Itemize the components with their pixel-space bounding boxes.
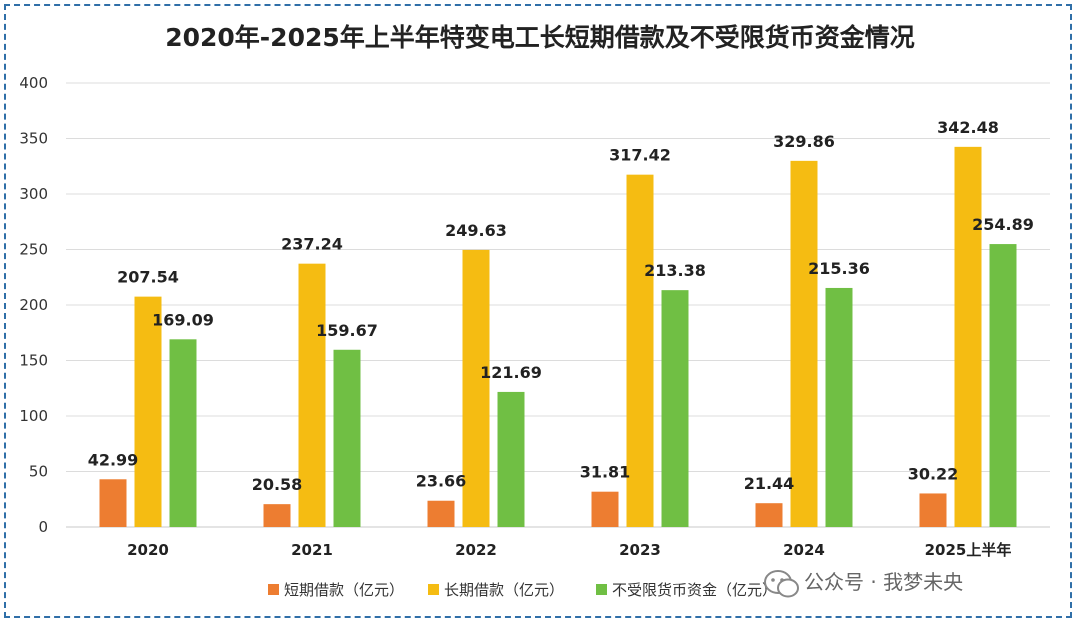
y-tick-label: 400: [19, 74, 48, 92]
data-label: 169.09: [152, 310, 214, 329]
legend-label: 不受限货币资金（亿元）: [612, 581, 777, 599]
data-label: 21.44: [744, 474, 795, 493]
grid-lines: [66, 82, 1050, 528]
y-tick-label: 300: [19, 185, 48, 203]
bar-2021-2: [333, 349, 361, 527]
x-category-label: 2021: [291, 541, 333, 559]
bar-2025上半年-2: [989, 244, 1017, 528]
legend: 短期借款（亿元） 长期借款（亿元） 不受限货币资金（亿元）: [268, 581, 777, 599]
bar-2020-1: [134, 296, 162, 527]
legend-label: 长期借款（亿元）: [444, 581, 564, 599]
bar-2022-1: [462, 249, 490, 527]
y-tick-label: 350: [19, 130, 48, 148]
data-label: 249.63: [445, 221, 507, 240]
y-tick-label: 0: [38, 518, 48, 536]
data-label: 254.89: [972, 215, 1034, 234]
data-label: 215.36: [808, 259, 870, 278]
data-label: 317.42: [609, 146, 671, 165]
data-label: 207.54: [117, 268, 179, 287]
bar-2021-1: [298, 263, 326, 527]
bar-2024-0: [755, 503, 783, 527]
x-category-label: 2022: [455, 541, 497, 559]
bar-2023-0: [591, 491, 619, 527]
bar-2025上半年-0: [919, 493, 947, 527]
wechat-icon: [764, 570, 799, 598]
x-category-label: 2023: [619, 541, 661, 559]
data-label: 42.99: [88, 450, 139, 469]
data-label: 213.38: [644, 261, 706, 280]
bar-2024-1: [790, 160, 818, 527]
data-label: 23.66: [416, 472, 467, 491]
bar-2022-0: [427, 500, 455, 527]
data-label: 31.81: [580, 463, 631, 482]
watermark: 公众号 · 我梦未央: [764, 570, 963, 598]
y-tick-label: 150: [19, 352, 48, 370]
x-category-label: 2024: [783, 541, 825, 559]
data-label: 20.58: [252, 475, 303, 494]
data-label: 329.86: [773, 132, 835, 151]
y-tick-label: 50: [29, 463, 48, 481]
y-tick-label: 100: [19, 407, 48, 425]
bar-2020-0: [99, 479, 127, 527]
y-tick-label: 250: [19, 241, 48, 259]
data-label: 342.48: [937, 118, 999, 137]
data-label: 237.24: [281, 235, 343, 254]
bar-2023-2: [661, 290, 689, 527]
legend-label: 短期借款（亿元）: [284, 581, 404, 599]
chart-title: 2020年-2025年上半年特变电工长短期借款及不受限货币资金情况: [165, 23, 915, 52]
bar-2021-0: [263, 504, 291, 527]
x-category-label: 2020: [127, 541, 169, 559]
bar-2023-1: [626, 174, 654, 527]
watermark-text: 公众号 · 我梦未央: [804, 570, 963, 594]
data-label: 159.67: [316, 321, 378, 340]
data-label: 121.69: [480, 363, 542, 382]
y-tick-label: 200: [19, 296, 48, 314]
legend-swatch: [268, 584, 279, 595]
data-label: 30.22: [908, 464, 959, 483]
legend-swatch: [428, 584, 439, 595]
data-labels: 42.99 207.54 169.09 20.58 237.24 159.67 23.66 2…: [88, 118, 1034, 494]
y-axis: 0 50 100 150 200 250 300 350 400: [19, 74, 48, 536]
bar-2025上半年-1: [954, 146, 982, 527]
bar-2020-2: [169, 339, 197, 527]
legend-swatch: [596, 584, 607, 595]
x-axis: 2020 2021 2022 2023 2024 2025上半年: [127, 541, 1011, 559]
x-category-label: 2025上半年: [925, 541, 1012, 559]
bars: [99, 146, 1017, 528]
bar-2022-2: [497, 391, 525, 527]
bar-2024-2: [825, 287, 853, 527]
